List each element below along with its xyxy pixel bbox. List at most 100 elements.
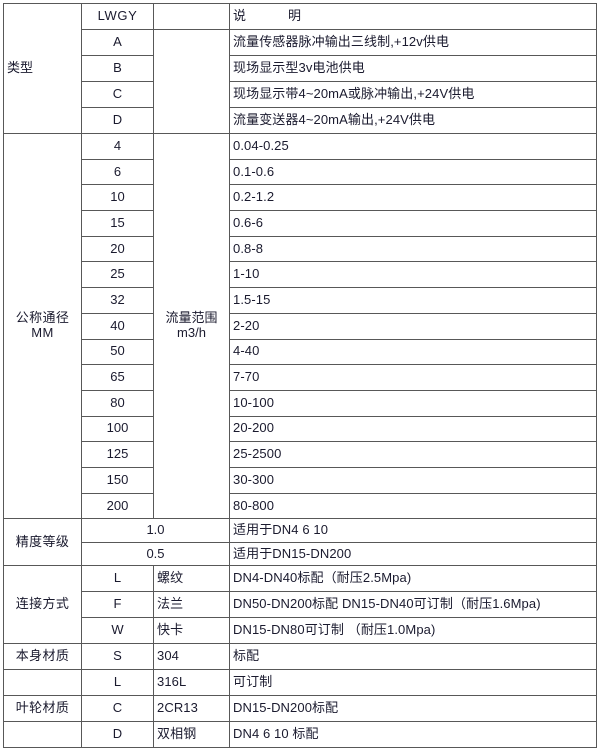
flow-range-value: 1-10 (229, 261, 597, 289)
diameter-code: 6 (81, 158, 154, 186)
impeller-material-empty-label (3, 721, 82, 748)
table-row: L 316L 可订制 (3, 669, 597, 697)
diameter-code: 200 (81, 492, 154, 520)
body-material-name: 316L (153, 669, 230, 697)
diameter-code: 100 (81, 415, 154, 443)
connection-description: DN50-DN200标配 DN15-DN40可订制（耐压1.6Mpa) (229, 591, 597, 619)
body-material-code: L (81, 669, 154, 697)
description-header: 说明 (229, 3, 597, 30)
type-section-label: 类型 (3, 3, 82, 134)
impeller-material-description: DN15-DN200标配 (229, 695, 597, 723)
diameter-code: 25 (81, 261, 154, 289)
accuracy-section-label: 精度等级 (3, 518, 82, 567)
impeller-material-description: DN4 6 10 标配 (229, 721, 597, 748)
connection-code: L (81, 565, 154, 593)
flow-range-value: 80-800 (229, 492, 597, 520)
description-header-part2: 明 (288, 8, 302, 24)
table-row: 32 1.5-15 (4, 287, 597, 314)
type-code: A (81, 29, 154, 56)
type-description: 流量传感器脉冲输出三线制,+12v供电 (229, 29, 597, 56)
connection-name: 螺纹 (153, 565, 230, 593)
body-material-empty-label (3, 669, 82, 697)
table-row: 40 2-20 (4, 312, 597, 340)
connection-name: 法兰 (153, 591, 230, 619)
connection-section-label: 连接方式 (3, 565, 82, 645)
table-row: 叶轮材质 C 2CR13 DN15-DN200标配 (3, 695, 597, 723)
impeller-material-name: 2CR13 (153, 695, 230, 723)
flow-range-value: 2-20 (229, 312, 597, 340)
table-row: 125 25-2500 (4, 441, 597, 468)
flow-range-value: 0.2-1.2 (229, 184, 597, 212)
table-row: 6 0.1-0.6 (4, 158, 597, 186)
accuracy-description: 适用于DN4 6 10 (229, 518, 597, 543)
flow-range-value: 0.04-0.25 (229, 133, 597, 160)
table-row: 精度等级 1.0 适用于DN4 6 10 (3, 518, 597, 567)
flow-range-value: 4-40 (229, 338, 597, 366)
table-row: 15 0.6-6 (4, 210, 597, 237)
diameter-code: 65 (81, 364, 154, 391)
model-code-header: LWGY (81, 3, 154, 30)
diameter-code: 40 (81, 312, 154, 340)
table-row: F 法兰 DN50-DN200标配 DN15-DN40可订制（耐压1.6Mpa) (4, 591, 597, 619)
type-description: 流量变送器4~20mA输出,+24V供电 (229, 107, 597, 134)
connection-description: DN15-DN80可订制 （耐压1.0Mpa) (229, 617, 597, 645)
diameter-code: 125 (81, 441, 154, 468)
table-row: D 流量变送器4~20mA输出,+24V供电 (4, 107, 597, 134)
impeller-material-section-label: 叶轮材质 (3, 695, 82, 723)
type-spacer-cell (153, 29, 230, 134)
table-row: W 快卡 DN15-DN80可订制 （耐压1.0Mpa) (4, 617, 597, 645)
table-row: 200 80-800 (4, 492, 597, 520)
body-material-description: 标配 (229, 643, 597, 671)
accuracy-code: 0.5 (81, 541, 230, 567)
type-description: 现场显示型3v电池供电 (229, 55, 597, 82)
type-code: D (81, 107, 154, 134)
specification-table: 类型 LWGY 说明 A 流量传感器脉冲输出三线制,+12v供电 B 现场显示型… (3, 3, 597, 748)
body-material-name: 304 (153, 643, 230, 671)
flow-range-value: 0.8-8 (229, 235, 597, 263)
table-row: 连接方式 L 螺纹 DN4-DN40标配（耐压2.5Mpa) (3, 565, 597, 645)
diameter-code: 50 (81, 338, 154, 366)
flow-range-value: 0.6-6 (229, 210, 597, 237)
table-row: 公称通径 MM 4 流量范围 m3/h 0.04-0.25 (3, 132, 597, 520)
header-spacer-cell (153, 3, 230, 30)
table-row: 25 1-10 (4, 261, 597, 289)
body-material-description: 可订制 (229, 669, 597, 697)
diameter-code: 20 (81, 235, 154, 263)
table-row-header: 类型 LWGY 说明 (3, 3, 597, 134)
table-row: 0.5 适用于DN15-DN200 (4, 541, 597, 567)
connection-name: 快卡 (153, 617, 230, 645)
diameter-code: 15 (81, 210, 154, 237)
diameter-code: 32 (81, 287, 154, 314)
table-row: 80 10-100 (4, 389, 597, 417)
impeller-material-name: 双相钢 (153, 721, 230, 748)
accuracy-code: 1.0 (81, 518, 230, 543)
nominal-diameter-section-label: 公称通径 MM (3, 132, 82, 520)
accuracy-description: 适用于DN15-DN200 (229, 541, 597, 567)
table-row: 150 30-300 (4, 466, 597, 494)
type-code: C (81, 81, 154, 108)
diameter-code: 10 (81, 184, 154, 212)
table-row: 本身材质 S 304 标配 (3, 643, 597, 671)
diameter-code: 4 (81, 133, 154, 160)
body-material-code: S (81, 643, 154, 671)
impeller-material-code: D (81, 721, 154, 748)
table-row: B 现场显示型3v电池供电 (4, 55, 597, 82)
table-row: 50 4-40 (4, 338, 597, 366)
description-header-part1: 说 (233, 8, 247, 24)
table-row: D 双相钢 DN4 6 10 标配 (3, 721, 597, 748)
flow-range-value: 25-2500 (229, 441, 597, 468)
type-description: 现场显示带4~20mA或脉冲输出,+24V供电 (229, 81, 597, 108)
table-row: 65 7-70 (4, 364, 597, 391)
flow-range-value: 7-70 (229, 364, 597, 391)
body-material-section-label: 本身材质 (3, 643, 82, 671)
diameter-code: 80 (81, 389, 154, 417)
connection-code: W (81, 617, 154, 645)
flow-range-value: 1.5-15 (229, 287, 597, 314)
flow-range-section-label: 流量范围 m3/h (153, 132, 230, 520)
impeller-material-code: C (81, 695, 154, 723)
table-row: 10 0.2-1.2 (4, 184, 597, 212)
table-row: 100 20-200 (4, 415, 597, 443)
flow-range-value: 0.1-0.6 (229, 158, 597, 186)
table-row: C 现场显示带4~20mA或脉冲输出,+24V供电 (4, 81, 597, 108)
connection-description: DN4-DN40标配（耐压2.5Mpa) (229, 565, 597, 593)
